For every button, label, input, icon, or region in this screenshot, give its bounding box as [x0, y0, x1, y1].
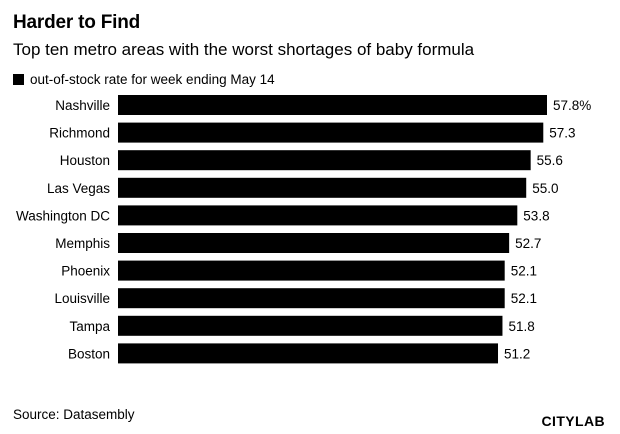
category-label: Boston [68, 346, 110, 361]
value-label: 55.0 [532, 181, 558, 196]
chart-title: Harder to Find [13, 12, 141, 33]
value-label: 52.1 [511, 264, 537, 279]
bar [118, 288, 505, 309]
bar [118, 233, 510, 253]
value-label: 51.8 [508, 319, 534, 334]
category-label: Phoenix [61, 264, 110, 279]
value-label: 52.7 [515, 236, 541, 251]
category-label: Memphis [55, 236, 110, 251]
category-label: Houston [60, 153, 110, 168]
category-label: Louisville [54, 291, 110, 306]
category-label: Las Vegas [47, 181, 110, 196]
category-label: Richmond [49, 126, 110, 141]
category-label: Washington DC [16, 208, 110, 223]
value-label: 53.8 [523, 208, 549, 223]
bar [118, 122, 544, 143]
bar [118, 177, 527, 198]
bar [118, 205, 518, 226]
citylab-logo: CITYLAB [541, 413, 605, 429]
legend-swatch [13, 74, 24, 85]
bar [118, 150, 531, 171]
bar [118, 315, 503, 336]
chart-subtitle: Top ten metro areas with the worst short… [13, 40, 475, 59]
value-label: 52.1 [511, 291, 537, 306]
value-label: 55.6 [537, 153, 563, 168]
bar [118, 260, 505, 281]
source-note: Source: Datasembly [13, 407, 135, 422]
value-label: 57.8% [553, 98, 591, 113]
category-label: Tampa [69, 319, 110, 334]
category-label: Nashville [55, 98, 110, 113]
legend-label: out-of-stock rate for week ending May 14 [30, 72, 275, 87]
legend: out-of-stock rate for week ending May 14 [13, 72, 275, 87]
value-label: 51.2 [504, 346, 530, 361]
value-label: 57.3 [549, 126, 575, 141]
bar [118, 343, 499, 364]
bar [118, 95, 547, 115]
